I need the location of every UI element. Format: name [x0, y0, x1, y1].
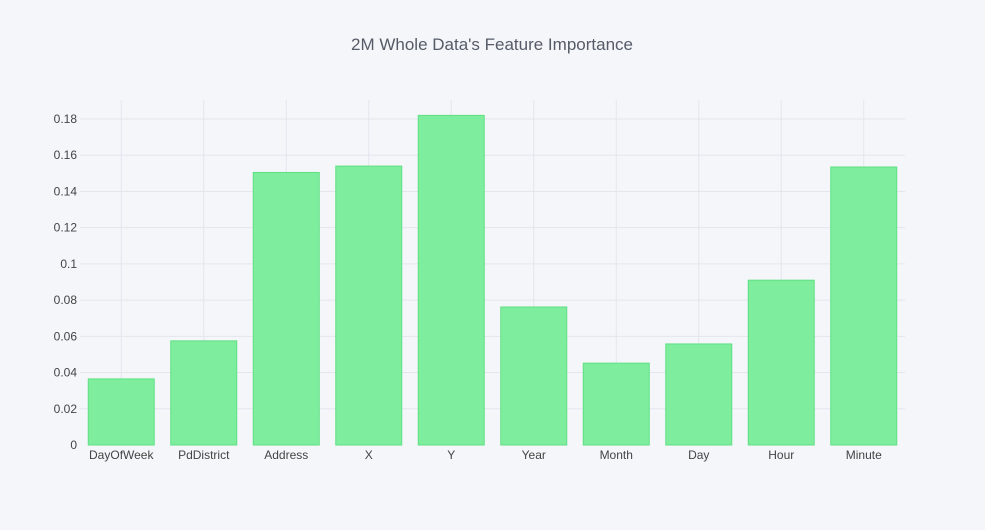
x-tick-label: Hour	[768, 448, 794, 462]
bar-dayofweek[interactable]	[87, 378, 155, 446]
y-tick-label: 0.12	[54, 221, 78, 235]
bar-minute[interactable]	[830, 166, 898, 446]
x-tick-label: X	[365, 448, 373, 462]
y-tick-label: 0.02	[54, 402, 78, 416]
y-axis-ticks: 0 0.02 0.04 0.06 0.08 0.1 0.12 0.14 0.16 0.18	[54, 112, 78, 452]
y-tick-label: 0.08	[54, 293, 78, 307]
y-tick-label: 0.18	[54, 112, 78, 126]
x-tick-label: PdDistrict	[178, 448, 230, 462]
chart-title: 2M Whole Data's Feature Importance	[351, 35, 633, 54]
y-tick-label: 0.1	[60, 257, 77, 271]
x-tick-label: Minute	[846, 448, 882, 462]
bar-hour[interactable]	[747, 279, 815, 446]
bar-year[interactable]	[500, 306, 568, 446]
bar-address[interactable]	[252, 171, 320, 446]
bar-x[interactable]	[335, 165, 403, 446]
bar-y[interactable]	[417, 114, 485, 446]
bar-layer	[87, 114, 898, 446]
x-tick-label: Day	[688, 448, 709, 462]
y-tick-label: 0.04	[54, 366, 78, 380]
x-axis-ticks: DayOfWeek PdDistrict Address X Y Year Month Day…	[89, 448, 882, 462]
x-tick-label: Month	[600, 448, 633, 462]
bar-month[interactable]	[582, 362, 650, 446]
y-tick-label: 0	[70, 438, 77, 452]
y-tick-label: 0.14	[54, 184, 78, 198]
x-tick-label: Address	[264, 448, 308, 462]
y-tick-label: 0.06	[54, 329, 78, 343]
y-tick-label: 0.16	[54, 148, 78, 162]
x-tick-label: Y	[447, 448, 455, 462]
bar-day[interactable]	[665, 343, 733, 446]
bar-pddistrict[interactable]	[170, 340, 238, 446]
x-tick-label: Year	[522, 448, 546, 462]
x-tick-label: DayOfWeek	[89, 448, 154, 462]
